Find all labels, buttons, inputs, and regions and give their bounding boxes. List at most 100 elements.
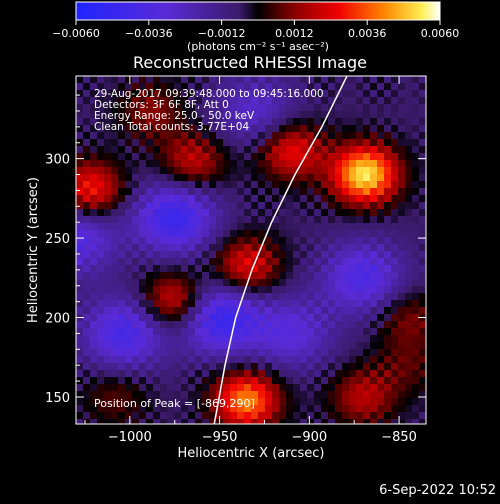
heatmap-cell <box>349 118 356 125</box>
heatmap-cell <box>111 132 118 139</box>
heatmap-cell <box>314 258 321 265</box>
heatmap-cell <box>195 160 202 167</box>
heatmap-cell <box>76 202 83 209</box>
heatmap-cell <box>181 377 188 384</box>
heatmap-cell <box>76 104 83 111</box>
heatmap-cell <box>398 146 405 153</box>
heatmap-cell <box>405 363 412 370</box>
heatmap-cell <box>391 202 398 209</box>
heatmap-cell <box>195 118 202 125</box>
heatmap-cell <box>258 328 265 335</box>
heatmap-cell <box>195 125 202 132</box>
heatmap-cell <box>125 391 132 398</box>
heatmap-cell <box>272 153 279 160</box>
heatmap-cell <box>146 230 153 237</box>
heatmap-cell <box>111 174 118 181</box>
heatmap-cell <box>209 104 216 111</box>
annotation-line: Detectors: 3F 6F 8F, Att 0 <box>94 99 229 111</box>
heatmap-cell <box>146 349 153 356</box>
heatmap-cell <box>405 251 412 258</box>
heatmap-cell <box>286 195 293 202</box>
heatmap-cell <box>188 230 195 237</box>
heatmap-cell <box>132 328 139 335</box>
heatmap-cell <box>258 419 265 424</box>
heatmap-cell <box>97 307 104 314</box>
heatmap-cell <box>328 272 335 279</box>
heatmap-cell <box>363 104 370 111</box>
heatmap-cell <box>272 391 279 398</box>
heatmap-cell <box>153 97 160 104</box>
heatmap-cell <box>104 216 111 223</box>
heatmap-cell <box>209 132 216 139</box>
heatmap-cell <box>370 237 377 244</box>
heatmap-cell <box>209 167 216 174</box>
heatmap-cell <box>174 370 181 377</box>
heatmap-cell <box>272 384 279 391</box>
heatmap-cell <box>258 363 265 370</box>
heatmap-cell <box>391 76 398 83</box>
heatmap-cell <box>419 384 426 391</box>
heatmap-cell <box>160 391 167 398</box>
heatmap-cell <box>279 202 286 209</box>
heatmap-cell <box>384 405 391 412</box>
heatmap-cell <box>139 167 146 174</box>
heatmap-cell <box>384 258 391 265</box>
heatmap-cell <box>90 146 97 153</box>
heatmap-cell <box>258 153 265 160</box>
heatmap-cell <box>293 356 300 363</box>
heatmap-cell <box>335 146 342 153</box>
heatmap-cell <box>258 342 265 349</box>
heatmap-cell <box>237 265 244 272</box>
heatmap-cell <box>76 174 83 181</box>
heatmap-cell <box>265 111 272 118</box>
heatmap-cell <box>272 160 279 167</box>
heatmap-cell <box>90 230 97 237</box>
heatmap-cell <box>90 118 97 125</box>
heatmap-cell <box>237 356 244 363</box>
heatmap-cell <box>342 412 349 419</box>
heatmap-cell <box>342 377 349 384</box>
heatmap-cell <box>76 377 83 384</box>
heatmap-cell <box>195 307 202 314</box>
heatmap-cell <box>230 405 237 412</box>
heatmap-cell <box>153 132 160 139</box>
heatmap-cell <box>188 83 195 90</box>
heatmap-cell <box>335 118 342 125</box>
heatmap-cell <box>237 328 244 335</box>
heatmap-cell <box>391 167 398 174</box>
heatmap-cell <box>167 307 174 314</box>
heatmap-cell <box>314 202 321 209</box>
heatmap-cell <box>265 223 272 230</box>
heatmap-cell <box>251 321 258 328</box>
heatmap-cell <box>132 146 139 153</box>
heatmap-cell <box>279 83 286 90</box>
heatmap-cell <box>111 258 118 265</box>
heatmap-cell <box>384 125 391 132</box>
heatmap-cell <box>167 216 174 223</box>
heatmap-cell <box>209 405 216 412</box>
heatmap-cell <box>188 300 195 307</box>
heatmap-cell <box>286 104 293 111</box>
heatmap-cell <box>377 342 384 349</box>
heatmap-cell <box>202 405 209 412</box>
heatmap-cell <box>132 405 139 412</box>
heatmap-cell <box>139 188 146 195</box>
heatmap-cell <box>139 202 146 209</box>
heatmap-cell <box>90 377 97 384</box>
heatmap-cell <box>356 188 363 195</box>
heatmap-cell <box>251 90 258 97</box>
heatmap-cell <box>104 412 111 419</box>
heatmap-cell <box>314 167 321 174</box>
heatmap-cell <box>258 118 265 125</box>
heatmap-cell <box>307 363 314 370</box>
heatmap-cell <box>216 244 223 251</box>
heatmap-cell <box>391 279 398 286</box>
heatmap-cell <box>328 83 335 90</box>
heatmap-cell <box>90 321 97 328</box>
heatmap-cell <box>412 167 419 174</box>
heatmap-cell <box>104 384 111 391</box>
heatmap-cell <box>405 314 412 321</box>
heatmap-cell <box>251 384 258 391</box>
heatmap-cell <box>293 384 300 391</box>
heatmap-cell <box>160 188 167 195</box>
